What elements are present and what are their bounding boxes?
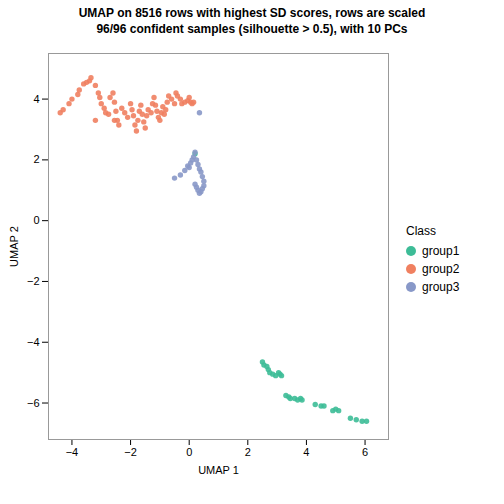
svg-text:UMAP 1: UMAP 1 [198, 464, 239, 476]
svg-text:UMAP 2: UMAP 2 [8, 226, 20, 267]
svg-text:2: 2 [33, 154, 39, 166]
svg-text:−2: −2 [124, 446, 137, 458]
svg-text:0: 0 [186, 446, 192, 458]
html-text:group3: group3 [422, 280, 460, 295]
html-text:group2: group2 [422, 262, 460, 277]
html-text:UMAP on 8516 rows with highest: UMAP on 8516 rows with highest SD scores… [78, 6, 426, 36]
html-text:Class: Class [406, 224, 436, 239]
svg-text:−2: −2 [27, 275, 40, 287]
svg-text:6: 6 [362, 446, 368, 458]
svg-text:4: 4 [33, 93, 39, 105]
html-text:group1: group1 [422, 244, 460, 259]
svg-text:0: 0 [33, 214, 39, 226]
svg-text:4: 4 [303, 446, 309, 458]
svg-text:−6: −6 [27, 397, 40, 409]
svg-text:−4: −4 [66, 446, 79, 458]
svg-text:−4: −4 [27, 336, 40, 348]
svg-text:2: 2 [245, 446, 251, 458]
